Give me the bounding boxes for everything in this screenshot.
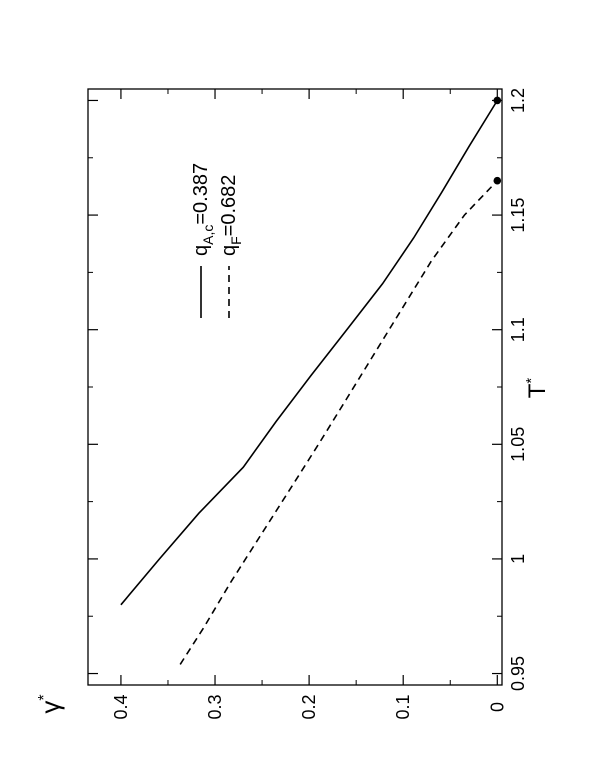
series-group xyxy=(120,100,498,665)
x-axis-label: T* xyxy=(523,378,551,399)
series-line-dashed xyxy=(179,180,498,665)
legend-label: qA,c=0.387 xyxy=(190,163,216,256)
x-tick-label: 1.2 xyxy=(508,88,528,113)
legend-value: =0.387 xyxy=(190,163,212,225)
y-tick-label: 0.2 xyxy=(299,694,319,719)
critical-point-marker xyxy=(493,96,502,105)
legend-value: =0.682 xyxy=(218,175,240,237)
x-tick-label: 1 xyxy=(508,554,528,564)
legend-subscript: A,c xyxy=(200,225,216,245)
legend-label: qF=0.682 xyxy=(218,175,244,256)
plot-frame xyxy=(87,88,503,686)
x-axis-ticks: 0.95 1 1.05 1.1 1.15 1.2 xyxy=(88,88,528,691)
x-tick-label: 1.1 xyxy=(508,317,528,342)
x-tick-label: 1.05 xyxy=(508,427,528,462)
y-tick-label: 0.1 xyxy=(393,694,413,719)
y-tick-label: 0 xyxy=(487,702,507,712)
legend-symbol: q xyxy=(218,245,240,256)
y-tick-label: 0.3 xyxy=(205,694,225,719)
critical-point-marker xyxy=(493,176,502,185)
x-tick-label: 1.15 xyxy=(508,198,528,233)
y-axis-label: γ* xyxy=(35,694,65,713)
y-axis-ticks: 0 0.1 0.2 0.3 0.4 xyxy=(111,89,507,720)
legend-symbol: q xyxy=(190,245,212,256)
marker-group xyxy=(493,96,502,185)
x-tick-label: 0.95 xyxy=(508,656,528,691)
legend-subscript: F xyxy=(228,236,244,245)
y-tick-label: 0.4 xyxy=(111,694,131,719)
series-line-solid xyxy=(120,100,498,606)
